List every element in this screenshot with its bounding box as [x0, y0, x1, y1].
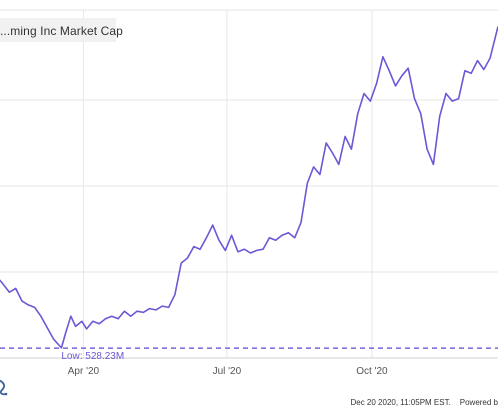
low-layer: Low: 528.23M — [0, 347, 498, 362]
footer-powered-by[interactable]: Powered b — [459, 398, 498, 407]
x-tick-label: Jul '20 — [213, 366, 242, 377]
chart-title: ...ming Inc Market Cap — [0, 24, 123, 38]
x-tick-label: Apr '20 — [68, 366, 100, 377]
series-line — [0, 26, 498, 349]
grid-layer — [0, 9, 498, 359]
ycharts-logo-icon — [0, 379, 8, 396]
chart-footer: Dec 20 2020, 11:05PM EST. Powered b — [350, 398, 498, 407]
footer-timestamp: Dec 20 2020, 11:05PM EST. — [350, 398, 451, 407]
line-layer — [0, 26, 498, 349]
tick-layer: Apr '20 Jul '20 Oct '20 — [68, 366, 388, 377]
x-tick-label: Oct '20 — [356, 366, 388, 377]
low-label: Low: 528.23M — [61, 351, 124, 362]
chart-title-box — [0, 18, 116, 42]
